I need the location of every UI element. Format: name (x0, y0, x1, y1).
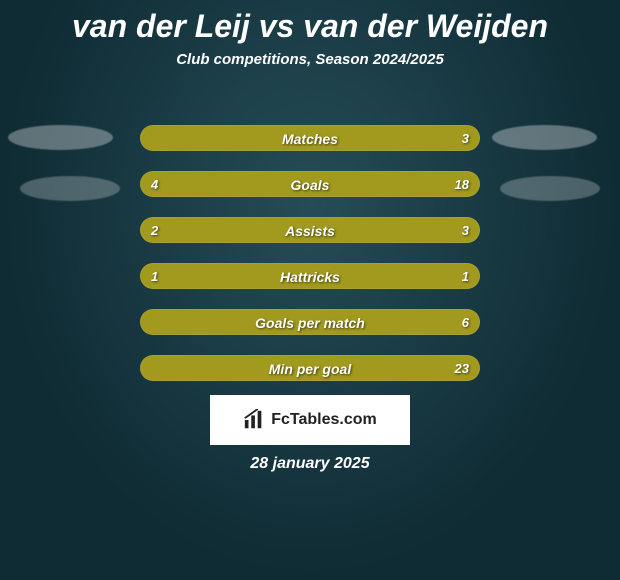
brand-box: FcTables.com (210, 395, 410, 445)
stat-row: Assists2 3 (140, 217, 480, 243)
stat-value-right: 23 (455, 356, 469, 381)
stat-value-left: 2 (151, 218, 158, 243)
page-subtitle: Club competitions, Season 2024/2025 (0, 51, 620, 68)
stat-row: Hattricks1 1 (140, 263, 480, 289)
stat-label: Goals (141, 172, 479, 197)
stat-bars: Matches3Goals418Assists23Hattricks11Goal… (140, 125, 480, 401)
stat-value-right: 3 (462, 218, 469, 243)
page-title: van der Leij vs van der Weijden (0, 8, 620, 45)
stat-value-right: 3 (462, 126, 469, 151)
decor-ellipse (8, 125, 113, 150)
stat-value-right: 6 (462, 310, 469, 335)
brand-text: FcTables.com (271, 411, 377, 429)
stat-row: Goals4 18 (140, 171, 480, 197)
stat-label: Matches (141, 126, 479, 151)
stat-label: Hattricks (141, 264, 479, 289)
stat-row: Min per goal23 (140, 355, 480, 381)
stat-row: Matches3 (140, 125, 480, 151)
stat-value-right: 18 (455, 172, 469, 197)
decor-ellipse (492, 125, 597, 150)
decor-ellipse (500, 176, 600, 201)
decor-ellipse (20, 176, 120, 201)
header: van der Leij vs van der Weijden Club com… (0, 0, 620, 68)
stat-value-left: 4 (151, 172, 158, 197)
date-text: 28 january 2025 (0, 455, 620, 473)
stat-label: Assists (141, 218, 479, 243)
stat-value-right: 1 (462, 264, 469, 289)
chart-container: van der Leij vs van der Weijden Club com… (0, 0, 620, 580)
stat-label: Min per goal (141, 356, 479, 381)
stat-label: Goals per match (141, 310, 479, 335)
stat-value-left: 1 (151, 264, 158, 289)
stat-row: Goals per match6 (140, 309, 480, 335)
chart-icon (243, 409, 265, 431)
